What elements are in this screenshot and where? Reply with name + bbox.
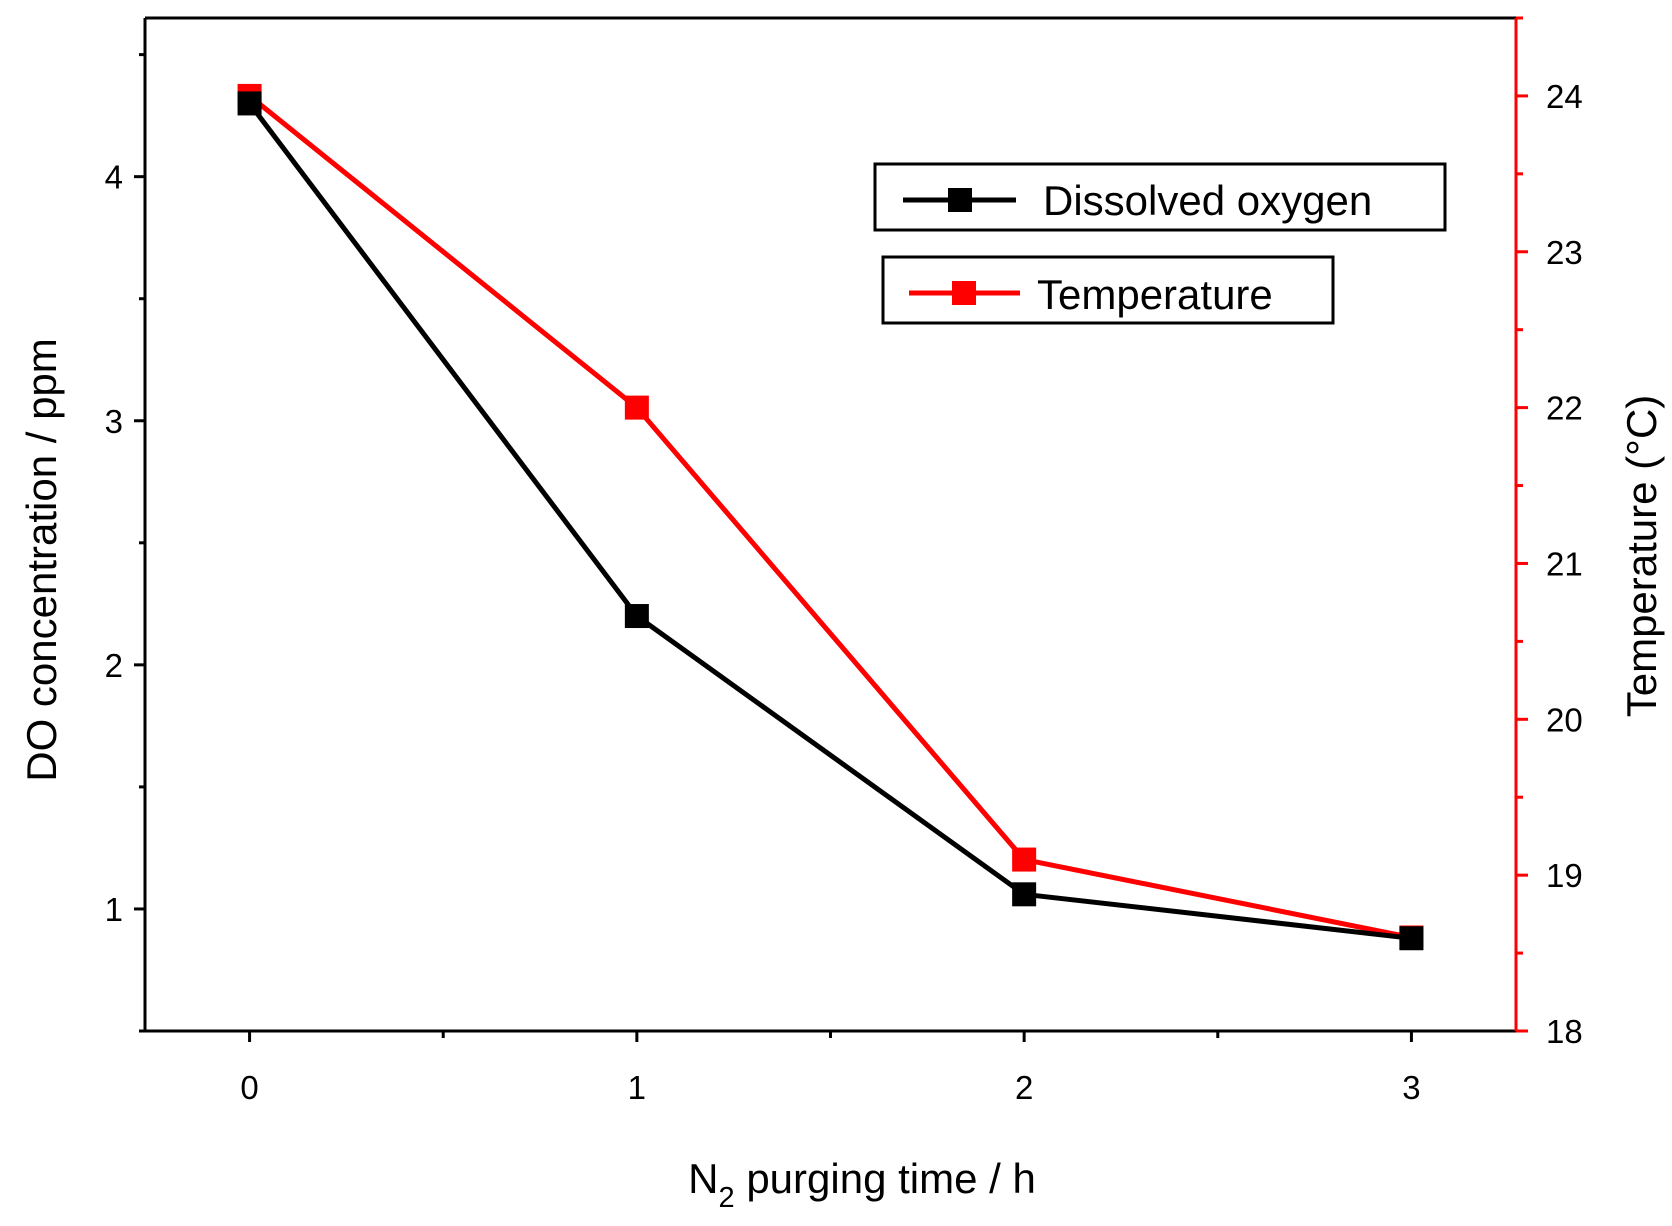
legend-marker-dissolved-oxygen [948, 188, 972, 212]
x-axis-title-rest: purging time / h [735, 1155, 1036, 1202]
series-layer [237, 83, 1424, 951]
y-axis-right-title: Temperature (°C) [1618, 395, 1665, 718]
x-tick-label: 1 [628, 1069, 646, 1106]
y-right-tick-label: 19 [1546, 857, 1583, 894]
legend: Dissolved oxygen Temperature [873, 162, 1447, 325]
legend-label-temperature: Temperature [1037, 271, 1273, 318]
legend-marker-temperature [952, 281, 976, 305]
y-axis-left-title: DO concentration / ppm [18, 338, 65, 782]
y-right-tick-label: 20 [1546, 701, 1583, 738]
legend-item-dissolved-oxygen: Dissolved oxygen [873, 162, 1447, 232]
y-right-tick-label: 18 [1546, 1013, 1583, 1050]
x-tick-label: 2 [1015, 1069, 1033, 1106]
data-point-dissolved-oxygen [237, 91, 262, 116]
y-right-tick-label: 21 [1546, 545, 1583, 582]
x-tick-label: 3 [1402, 1069, 1420, 1106]
legend-label-dissolved-oxygen: Dissolved oxygen [1043, 177, 1372, 224]
y-right-tick-label: 23 [1546, 234, 1583, 271]
y-left-tick-label: 1 [105, 891, 123, 928]
y-left-tick-label: 2 [105, 647, 123, 684]
right-axis-ticks: 18 19 20 21 22 23 24 [1516, 16, 1583, 1050]
x-axis-title: N2 purging time / h [688, 1155, 1036, 1214]
left-axis-ticks: 1 2 3 4 [105, 53, 145, 1033]
x-axis-title-main: N [688, 1155, 718, 1202]
data-point-temperature [1012, 847, 1037, 872]
data-point-dissolved-oxygen [1012, 882, 1037, 907]
y-right-tick-label: 24 [1546, 78, 1583, 115]
legend-item-temperature: Temperature [881, 255, 1335, 325]
series-line-temperature [248, 93, 1412, 940]
x-axis-title-subscript: 2 [719, 1182, 735, 1214]
bottom-axis-ticks: 0 1 2 3 [240, 1031, 1421, 1106]
y-right-tick-label: 22 [1546, 390, 1583, 427]
y-left-tick-label: 4 [105, 159, 123, 196]
data-point-dissolved-oxygen [1399, 926, 1424, 951]
series-line-dissolved-oxygen [247, 101, 1412, 941]
x-tick-label: 0 [240, 1069, 258, 1106]
data-point-dissolved-oxygen [624, 604, 649, 629]
data-point-temperature [624, 395, 649, 420]
y-left-tick-label: 3 [105, 403, 123, 440]
